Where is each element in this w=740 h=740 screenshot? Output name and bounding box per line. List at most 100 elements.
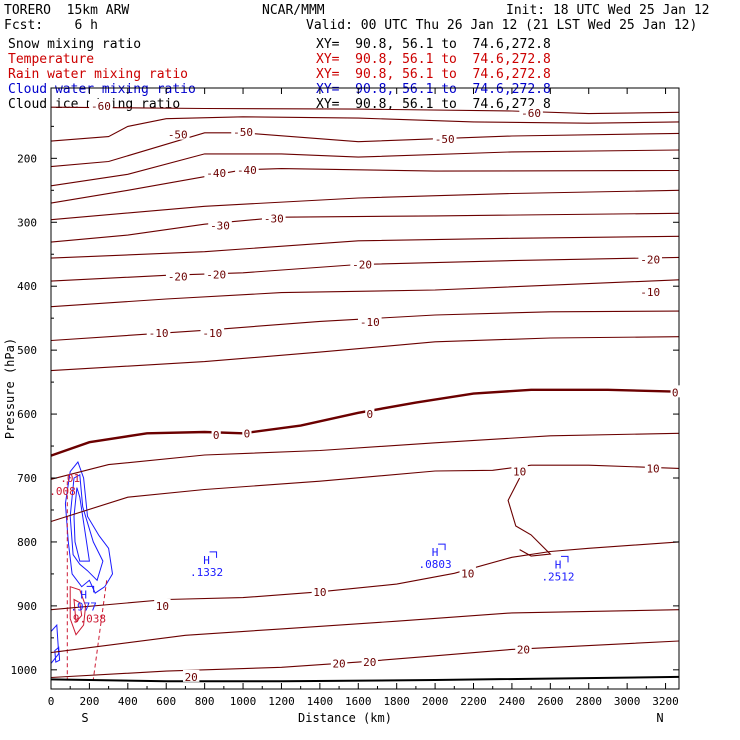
isotherm-label-bg-10-0 [146,325,171,338]
terrain-line-path [50,675,680,683]
isotherm-label-bg-18-0 [330,656,348,669]
high-bracket-3 [86,585,95,593]
isotherm-label-bg-6-0 [208,218,232,231]
isotherm-label-10-0: -10 [149,327,169,340]
x-tick-label-11: 2200 [460,695,487,708]
isotherm-label-6-0: -30 [210,219,230,232]
field-xy-snow: XY= 90.8, 56.1 to 74.6,272.8 [316,37,551,52]
isotherm-label-bg-10-2 [358,315,382,328]
x-tick-label-10: 2000 [422,695,449,708]
isotherm-label-bg-15-1 [311,584,329,597]
high-marker-3: H [80,588,87,601]
rain-dashed-line-1 [92,580,108,680]
field-name-temperature: Temperature [8,52,95,67]
y-tick-label-0: 200 [17,152,37,165]
isotherm-label-0-1: -60 [521,107,541,120]
rain-water-contours [66,481,108,680]
rain-label-2: 9.038 [73,613,106,626]
isotherm-label-18-0: 20 [332,657,345,670]
field-name-cloud-water: Cloud water mixing ratio [8,82,196,97]
high-value-0: .1332 [190,566,223,579]
x-tick-label-5: 1000 [230,695,257,708]
isotherm-11 [50,336,680,372]
high-marker-2: H [555,558,562,571]
x-tick-label-15: 3000 [614,695,641,708]
isotherm-label-18-2: 20 [517,643,530,656]
y-tick-label-8: 1000 [11,664,38,677]
cloud-water-contour-1 [69,473,104,582]
plot-frame [50,87,680,690]
x-tick-label-0: 0 [48,695,55,708]
isotherm-label-bg-18-3 [182,669,200,682]
isotherm-15 [50,541,680,611]
isotherm-label-bg-8-1 [204,267,228,280]
x-tick-label-1: 200 [79,695,99,708]
field-xy-cloud-ice: XY= 90.8, 56.1 to 74.6,272.8 [316,97,551,112]
isotherm-label-bg-6-1 [261,211,286,224]
x-tick-label-14: 2800 [575,695,602,708]
isotherm-label-8-1: -20 [206,269,226,282]
high-value-1: .0803 [419,558,452,571]
y-tick-label-5: 700 [17,472,37,485]
isotherm-9 [50,279,680,308]
isotherm-label-9-0: -10 [640,286,660,299]
x-tick-label-12: 2400 [499,695,526,708]
isotherm-label-2-1: -50 [233,126,253,139]
x-tick-label-9: 1800 [383,695,410,708]
x-start-label: S [81,711,88,725]
isotherm-label-8-3: -20 [640,253,660,266]
isotherm-label-bg-16-0 [511,464,528,477]
terrain-line [50,675,680,683]
isotherm-label-bg-4-1 [235,162,259,175]
isotherm-label-bg-9-0 [638,284,662,297]
high-value-3: .977 [70,600,97,613]
isotherm-label-4-1: -40 [237,164,257,177]
isotherm-label-10-2: -10 [360,316,380,329]
isotherm-13 [50,432,680,480]
field-xy-rain: XY= 90.8, 56.1 to 74.6,272.8 [316,67,551,82]
isotherm-8 [50,256,680,282]
cloud-water-contour-3 [50,623,60,665]
x-tick-label-16: 3200 [652,695,679,708]
isotherm-18 [50,640,680,679]
isotherm-label-bg-0-0 [89,98,113,111]
isotherm-label-12-1: 0 [244,427,251,440]
contour-labels: -60 -60 -50 -50 -50 -40 -40 -30 -30 -20 -20 -20 -20 -… [49,98,680,684]
isotherm-label-10-1: -10 [202,327,222,340]
isotherm-label-18-1: 20 [363,656,376,669]
x-tick-label-13: 2600 [537,695,564,708]
isotherm-label-bg-12-1 [242,426,252,439]
isotherm-label-bg-8-2 [350,257,374,270]
high-bracket-0 [209,551,218,558]
isotherm-label-15-1: 10 [313,586,326,599]
field-name-snow: Snow mixing ratio [8,37,142,52]
isotherm-12 [50,388,680,457]
center-name: NCAR/MMM [262,3,325,18]
high-value-2: .2512 [541,570,574,583]
isotherm-17 [50,609,680,654]
field-xy-temperature: XY= 90.8, 56.1 to 74.6,272.8 [316,52,551,67]
isotherm-label-15-0: 10 [156,600,169,613]
isotherm-label-12-0: 0 [213,429,220,442]
temperature-isotherms [50,106,680,679]
field-xy-cloud-water: XY= 90.8, 56.1 to 74.6,272.8 [316,82,551,97]
isotherm-label-bg-2-0 [165,127,190,140]
y-tick-label-2: 400 [17,280,37,293]
y-tick-label-6: 800 [17,536,37,549]
isotherm-label-2-0: -50 [168,129,188,142]
cloud-water-contour-0 [64,460,114,594]
y-axis-label: Pressure (hPa) [3,338,17,439]
y-tick-label-7: 900 [17,600,37,613]
high-marker-0: H [203,554,210,567]
x-tick-label-3: 600 [156,695,176,708]
y-tick-label-4: 600 [17,408,37,421]
isotherm-label-4-0: -40 [206,167,226,180]
isotherm-label-bg-2-2 [432,132,457,145]
high-marker-1: H [432,546,439,559]
x-tick-label-8: 1600 [345,695,372,708]
isotherm-label-8-2: -20 [352,258,372,271]
isotherm-label-bg-8-3 [638,252,662,265]
isotherm-label-bg-12-2 [365,407,375,420]
isotherm-6 [50,212,680,243]
